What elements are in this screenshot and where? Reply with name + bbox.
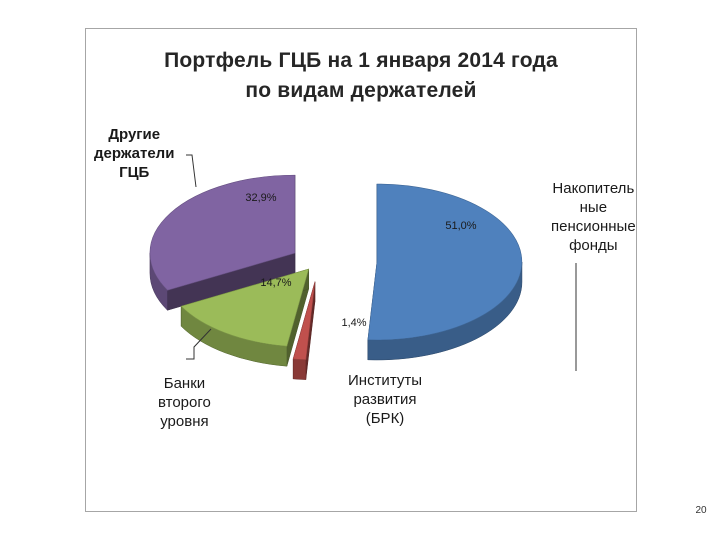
pie-slice-pension-funds <box>367 183 523 361</box>
data-label-second-tier-banks: 14,7% <box>260 277 291 289</box>
chart-frame: Портфель ГЦБ на 1 января 2014 года по ви… <box>85 28 637 512</box>
category-label-pension-funds: Накопитель ные пенсионные фонды <box>551 180 636 254</box>
pie-slice-development-institutes <box>292 281 316 380</box>
data-label-pension-funds: 51,0% <box>445 220 476 232</box>
category-label-second-tier-banks: Банки второго уровня <box>158 375 211 430</box>
category-label-other-holders: Другие держатели ГЦБ <box>94 126 175 181</box>
pie-slice-other-holders <box>149 174 296 311</box>
leader-line-other-holders <box>186 154 197 188</box>
category-label-development-institutes: Институты развития (БРК) <box>348 372 423 427</box>
data-label-other-holders: 32,9% <box>245 192 276 204</box>
pie-chart: 51,0% 1,4% 14,7% 32,9% <box>149 154 577 380</box>
leader-line-second-tier-banks <box>186 328 212 360</box>
pie-slice-second-tier-banks <box>180 268 310 367</box>
data-label-development-institutes: 1,4% <box>341 317 366 329</box>
chart-title: Портфель ГЦБ на 1 января 2014 года <box>164 49 558 72</box>
chart-subtitle: по видам держателей <box>245 79 477 102</box>
slide-number: 20 <box>695 505 707 516</box>
